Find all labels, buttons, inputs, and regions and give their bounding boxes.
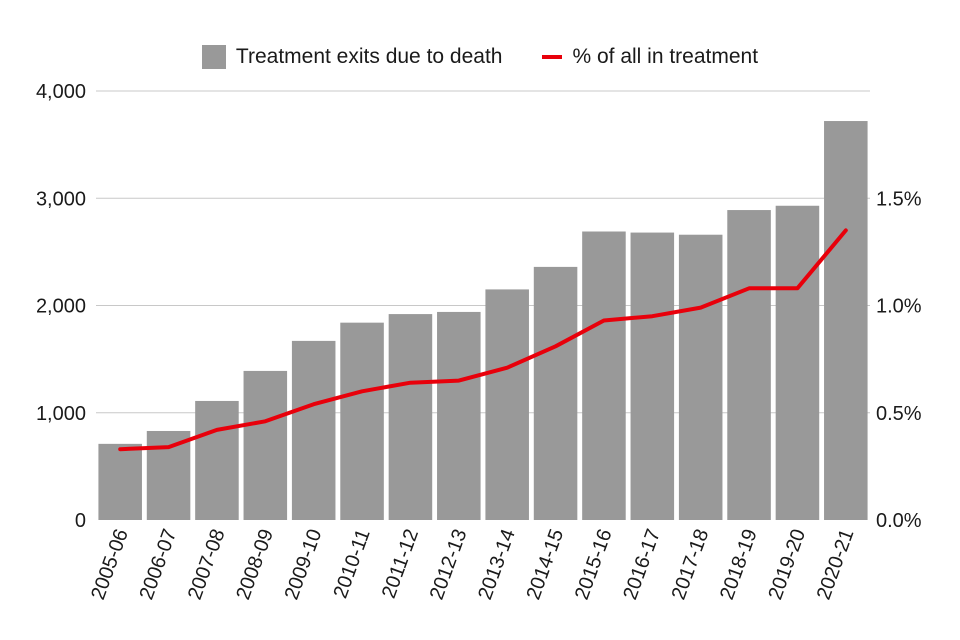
x-tick-label: 2013-14 (474, 526, 520, 603)
x-tick-label: 2017-18 (668, 526, 714, 603)
x-tick-label: 2011-12 (378, 526, 423, 601)
x-tick-label: 2015-16 (571, 526, 617, 603)
bar-2019-20 (775, 205, 820, 520)
legend-line-label: % of all in treatment (572, 45, 759, 68)
x-tick-label: 2007-08 (184, 526, 230, 603)
y2-tick-label: 1.5% (876, 188, 922, 210)
bar-2008-09 (243, 370, 288, 520)
left-axis-ticks: 0 1,000 2,000 3,000 4,000 (36, 81, 86, 532)
bar-2011-12 (388, 314, 433, 520)
x-tick-label: 2012-13 (426, 526, 472, 603)
bar-2018-19 (727, 210, 771, 521)
legend-line-swatch (542, 55, 563, 59)
y2-tick-label: 1.0% (876, 296, 922, 318)
line-series (118, 228, 848, 452)
bar-2006-07 (146, 430, 191, 520)
bar-2012-13 (437, 311, 481, 520)
bar-2016-17 (630, 232, 675, 520)
y-tick-label: 3,000 (36, 188, 86, 210)
bar-2015-16 (582, 231, 626, 520)
bar-2007-08 (195, 400, 239, 520)
bar-2010-11 (340, 322, 384, 520)
bar-2014-15 (533, 266, 578, 520)
x-tick-label: 2020-21 (813, 526, 859, 603)
x-tick-label: 2019-20 (764, 526, 810, 603)
x-axis-ticks: 2005-06 2006-07 2007-08 2008-09 2009-10 2010-… (87, 526, 858, 603)
x-tick-label: 2008-09 (232, 526, 278, 603)
chart-legend: Treatment exits due to death % of all in… (0, 40, 960, 74)
x-tick-label: 2018-19 (716, 526, 762, 603)
y-tick-label: 0 (75, 510, 86, 532)
legend-item-bars: Treatment exits due to death (201, 45, 503, 69)
y-tick-label: 1,000 (36, 403, 86, 425)
bar-2017-18 (678, 234, 723, 520)
bar-2009-10 (291, 340, 336, 520)
x-tick-label: 2010-11 (329, 526, 374, 601)
x-tick-label: 2009-10 (281, 526, 327, 603)
bar-2005-06 (98, 443, 142, 520)
bar-2013-14 (485, 289, 529, 520)
x-tick-label: 2016-17 (619, 526, 665, 603)
y-tick-label: 2,000 (36, 296, 86, 318)
bar-series (98, 121, 868, 521)
bar-2020-21 (824, 121, 868, 520)
line-pct-in-treatment (118, 228, 848, 452)
y-tick-label: 4,000 (36, 81, 86, 103)
y2-tick-label: 0.0% (876, 510, 922, 532)
right-axis-ticks: 0.0% 0.5% 1.0% 1.5% (876, 188, 922, 532)
legend-bar-label: Treatment exits due to death (235, 45, 503, 68)
legend-item-line: % of all in treatment (542, 45, 758, 69)
legend-bar-swatch (201, 45, 226, 69)
y2-tick-label: 0.5% (876, 403, 922, 425)
x-tick-label: 2014-15 (522, 526, 568, 603)
x-tick-label: 2005-06 (87, 526, 133, 603)
x-tick-label: 2006-07 (135, 526, 181, 603)
